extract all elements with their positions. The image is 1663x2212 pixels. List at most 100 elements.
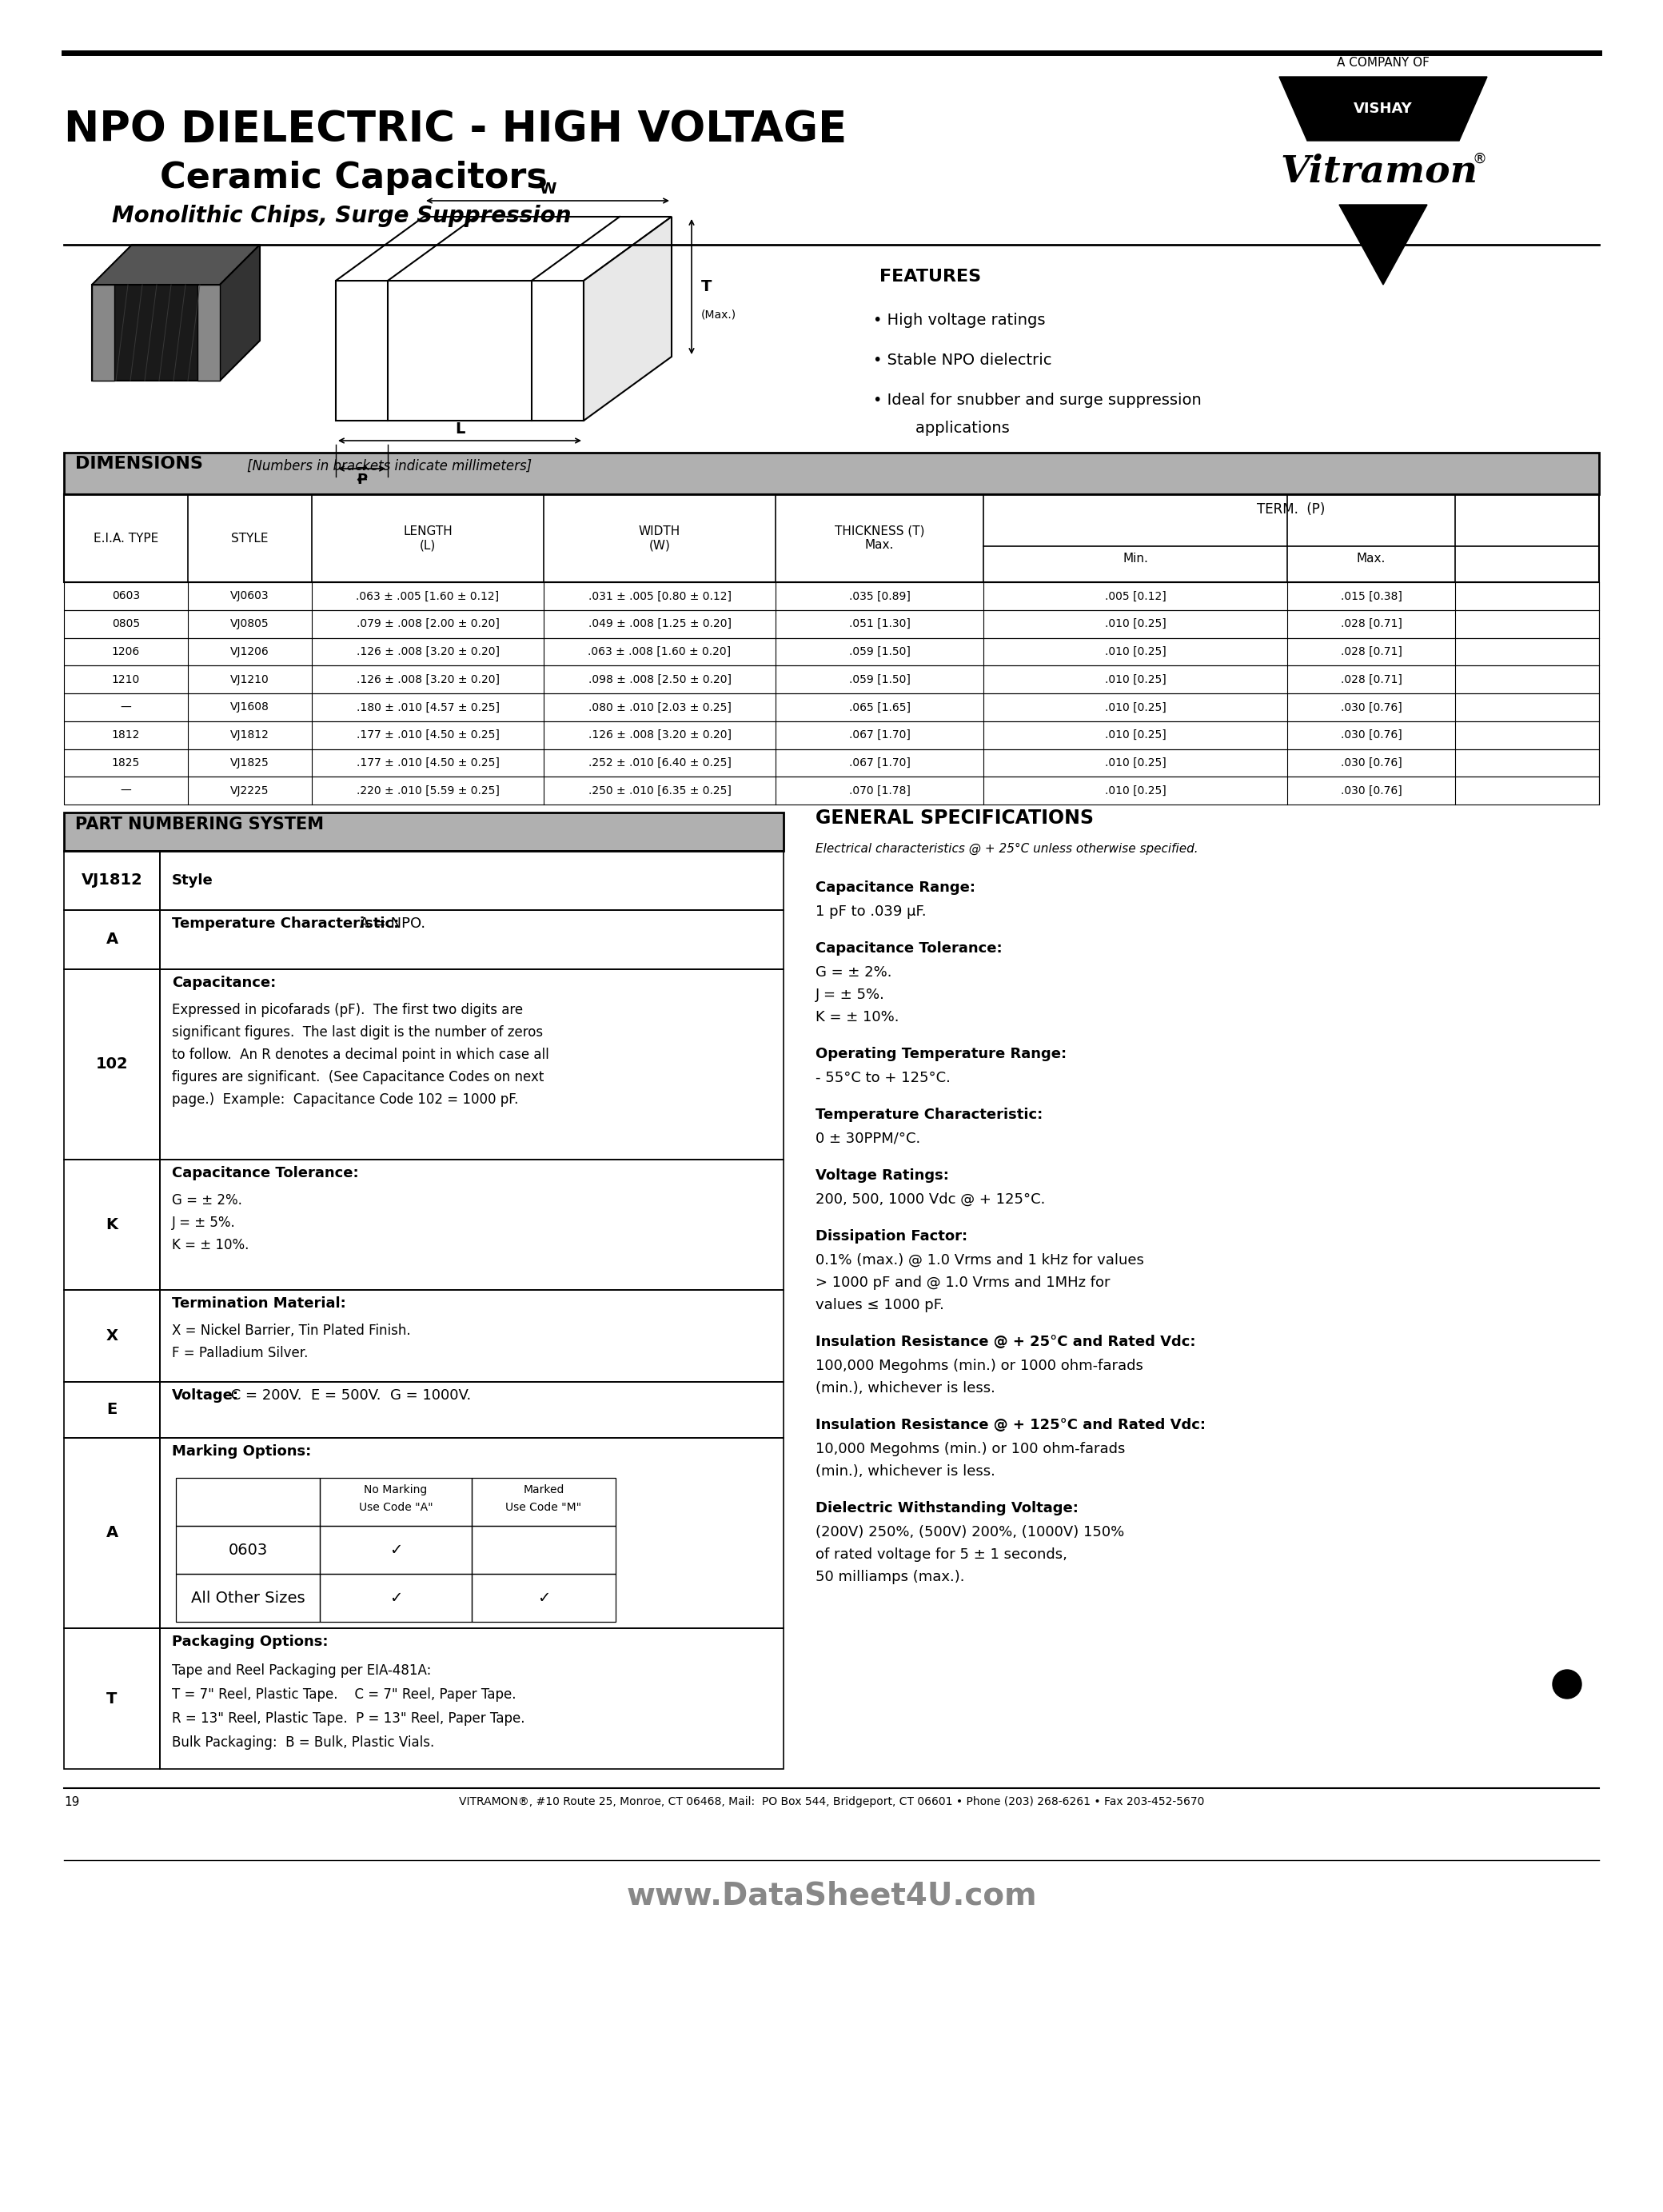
Text: 0 ± 30PPM/°C.: 0 ± 30PPM/°C. <box>815 1133 920 1146</box>
Text: significant figures.  The last digit is the number of zeros: significant figures. The last digit is t… <box>171 1024 544 1040</box>
Bar <box>63 1290 160 1382</box>
Polygon shape <box>91 246 259 285</box>
Text: 0.1% (max.) @ 1.0 Vrms and 1 kHz for values: 0.1% (max.) @ 1.0 Vrms and 1 kHz for val… <box>815 1254 1144 1267</box>
Text: .051 [1.30]: .051 [1.30] <box>848 619 910 630</box>
Bar <box>63 1628 160 1770</box>
Bar <box>63 582 1600 611</box>
Text: .065 [1.65]: .065 [1.65] <box>848 701 910 712</box>
Circle shape <box>1553 1670 1582 1699</box>
Text: 50 milliamps (max.).: 50 milliamps (max.). <box>815 1571 965 1584</box>
Text: X: X <box>106 1329 118 1343</box>
Text: K = ± 10%.: K = ± 10%. <box>171 1239 249 1252</box>
Text: .035 [0.89]: .035 [0.89] <box>848 591 910 602</box>
Bar <box>160 1628 783 1770</box>
Text: .079 ± .008 [2.00 ± 0.20]: .079 ± .008 [2.00 ± 0.20] <box>356 619 499 630</box>
Text: 200, 500, 1000 Vdc @ + 125°C.: 200, 500, 1000 Vdc @ + 125°C. <box>815 1192 1046 1208</box>
Text: Capacitance Range:: Capacitance Range: <box>815 880 976 896</box>
Text: STYLE: STYLE <box>231 533 268 544</box>
Polygon shape <box>336 217 672 281</box>
Text: T: T <box>702 279 712 294</box>
Text: .030 [0.76]: .030 [0.76] <box>1340 785 1402 796</box>
Text: —: — <box>120 701 131 712</box>
Text: Marked: Marked <box>524 1484 564 1495</box>
Text: of rated voltage for 5 ± 1 seconds,: of rated voltage for 5 ± 1 seconds, <box>815 1548 1068 1562</box>
Text: Monolithic Chips, Surge Suppression: Monolithic Chips, Surge Suppression <box>111 206 572 228</box>
Text: .250 ± .010 [6.35 ± 0.25]: .250 ± .010 [6.35 ± 0.25] <box>589 785 732 796</box>
Text: .098 ± .008 [2.50 ± 0.20]: .098 ± .008 [2.50 ± 0.20] <box>589 675 732 686</box>
Text: .063 ± .008 [1.60 ± 0.20]: .063 ± .008 [1.60 ± 0.20] <box>589 646 732 657</box>
Text: • Ideal for snubber and surge suppression: • Ideal for snubber and surge suppressio… <box>873 394 1201 407</box>
Text: .010 [0.25]: .010 [0.25] <box>1104 646 1166 657</box>
Text: Use Code "A": Use Code "A" <box>359 1502 432 1513</box>
Bar <box>63 666 1600 692</box>
Text: .010 [0.25]: .010 [0.25] <box>1104 701 1166 712</box>
Bar <box>91 285 220 380</box>
Text: > 1000 pF and @ 1.0 Vrms and 1MHz for: > 1000 pF and @ 1.0 Vrms and 1MHz for <box>815 1276 1111 1290</box>
Text: VJ2225: VJ2225 <box>231 785 269 796</box>
Text: VJ0603: VJ0603 <box>231 591 269 602</box>
Bar <box>63 493 1600 582</box>
Text: (200V) 250%, (500V) 200%, (1000V) 150%: (200V) 250%, (500V) 200%, (1000V) 150% <box>815 1524 1124 1540</box>
Text: .220 ± .010 [5.59 ± 0.25]: .220 ± .010 [5.59 ± 0.25] <box>356 785 499 796</box>
Text: A = NPO.: A = NPO. <box>356 916 426 931</box>
Text: .028 [0.71]: .028 [0.71] <box>1340 646 1402 657</box>
Bar <box>176 1526 319 1573</box>
Text: • Stable NPO dielectric: • Stable NPO dielectric <box>873 352 1051 367</box>
Bar <box>319 1526 472 1573</box>
Text: www.DataSheet4U.com: www.DataSheet4U.com <box>627 1880 1036 1911</box>
Text: VITRAMON®, #10 Route 25, Monroe, CT 06468, Mail:  PO Box 544, Bridgeport, CT 066: VITRAMON®, #10 Route 25, Monroe, CT 0646… <box>459 1796 1204 1807</box>
Text: 1 pF to .039 μF.: 1 pF to .039 μF. <box>815 905 926 918</box>
Bar <box>63 692 1600 721</box>
Text: .126 ± .008 [3.20 ± 0.20]: .126 ± .008 [3.20 ± 0.20] <box>356 646 499 657</box>
Text: ←: ← <box>356 473 368 489</box>
Text: T = 7" Reel, Plastic Tape.    C = 7" Reel, Paper Tape.: T = 7" Reel, Plastic Tape. C = 7" Reel, … <box>171 1688 516 1701</box>
Bar <box>63 852 160 909</box>
Text: 10,000 Megohms (min.) or 100 ohm-farads: 10,000 Megohms (min.) or 100 ohm-farads <box>815 1442 1126 1455</box>
Bar <box>63 1382 160 1438</box>
Text: applications: applications <box>895 420 1009 436</box>
Text: J = ± 5%.: J = ± 5%. <box>171 1217 236 1230</box>
Bar <box>63 1159 160 1290</box>
Text: Capacitance Tolerance:: Capacitance Tolerance: <box>815 942 1003 956</box>
Text: figures are significant.  (See Capacitance Codes on next: figures are significant. (See Capacitanc… <box>171 1071 544 1084</box>
Text: No Marking: No Marking <box>364 1484 427 1495</box>
Text: (min.), whichever is less.: (min.), whichever is less. <box>815 1380 994 1396</box>
Text: Electrical characteristics @ + 25°C unless otherwise specified.: Electrical characteristics @ + 25°C unle… <box>815 843 1197 856</box>
Text: ✓: ✓ <box>537 1590 550 1606</box>
Text: .059 [1.50]: .059 [1.50] <box>848 675 910 686</box>
Bar <box>63 909 160 969</box>
Text: Max.: Max. <box>1357 553 1385 564</box>
Text: E.I.A. TYPE: E.I.A. TYPE <box>93 533 158 544</box>
Bar <box>160 969 783 1159</box>
Polygon shape <box>584 217 672 420</box>
Text: L: L <box>454 422 464 436</box>
Text: Termination Material:: Termination Material: <box>171 1296 346 1312</box>
Polygon shape <box>336 281 584 420</box>
Text: E: E <box>106 1402 116 1418</box>
Bar <box>63 453 1600 493</box>
Text: FEATURES: FEATURES <box>880 268 981 285</box>
Text: .126 ± .008 [3.20 ± 0.20]: .126 ± .008 [3.20 ± 0.20] <box>589 730 732 741</box>
Text: Use Code "M": Use Code "M" <box>506 1502 582 1513</box>
Text: .028 [0.71]: .028 [0.71] <box>1340 619 1402 630</box>
Bar <box>160 1290 783 1382</box>
Text: K = ± 10%.: K = ± 10%. <box>815 1011 900 1024</box>
Text: 100,000 Megohms (min.) or 1000 ohm-farads: 100,000 Megohms (min.) or 1000 ohm-farad… <box>815 1358 1142 1374</box>
Text: All Other Sizes: All Other Sizes <box>191 1590 304 1606</box>
Text: ®: ® <box>1472 153 1487 166</box>
Text: 1210: 1210 <box>111 675 140 686</box>
Text: A COMPANY OF: A COMPANY OF <box>1337 58 1430 69</box>
Bar <box>63 812 783 852</box>
Text: (min.), whichever is less.: (min.), whichever is less. <box>815 1464 994 1478</box>
Text: Voltage:: Voltage: <box>171 1389 239 1402</box>
Text: ✓: ✓ <box>389 1542 402 1557</box>
Text: VJ1812: VJ1812 <box>81 874 143 887</box>
Text: 1825: 1825 <box>111 757 140 768</box>
Text: G = ± 2%.: G = ± 2%. <box>171 1192 243 1208</box>
Text: Insulation Resistance @ + 125°C and Rated Vdc:: Insulation Resistance @ + 125°C and Rate… <box>815 1418 1206 1433</box>
Text: R = 13" Reel, Plastic Tape.  P = 13" Reel, Paper Tape.: R = 13" Reel, Plastic Tape. P = 13" Reel… <box>171 1712 526 1725</box>
Text: TERM.  (P): TERM. (P) <box>1257 502 1325 518</box>
Text: NPO DIELECTRIC - HIGH VOLTAGE: NPO DIELECTRIC - HIGH VOLTAGE <box>63 108 846 150</box>
Bar <box>160 1438 783 1628</box>
Text: J = ± 5%.: J = ± 5%. <box>815 987 885 1002</box>
